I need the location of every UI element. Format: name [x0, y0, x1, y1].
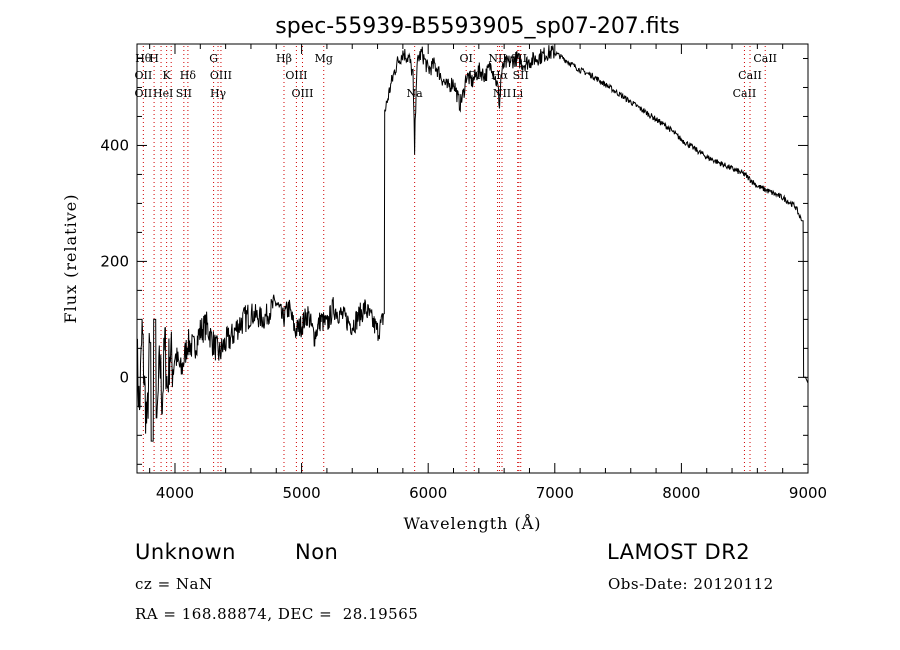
y-axis-label: Flux (relative) — [61, 194, 80, 324]
spectral-line-label: Mg — [315, 52, 333, 65]
spectral-line-label: OIII — [285, 69, 307, 82]
object-subclass: Non — [295, 540, 339, 564]
spectral-line-label: OII — [134, 69, 152, 82]
chart-title: spec-55939-B5593905_sp07-207.fits — [275, 14, 680, 39]
spectral-line-label: CaII — [733, 87, 757, 100]
sky-coordinates: RA = 168.88874, DEC = 28.19565 — [135, 605, 419, 623]
y-tick-label: 400 — [100, 136, 129, 154]
spectral-line-label: H — [149, 52, 159, 65]
y-tick-label: 200 — [100, 252, 129, 270]
spectral-line-label: Hβ — [276, 52, 292, 65]
spectral-line-label: SII — [513, 69, 529, 82]
spectral-line-label: NII — [488, 52, 506, 65]
spectral-line-label: K — [163, 69, 172, 82]
x-tick-label: 7000 — [536, 484, 574, 502]
spectral-line-label: Hγ — [210, 87, 227, 100]
x-tick-label: 9000 — [789, 484, 827, 502]
spectral-line-label: OII — [134, 87, 152, 100]
spectral-line-label: OI — [459, 52, 472, 65]
x-tick-label: 5000 — [282, 484, 320, 502]
spectrum-line — [137, 45, 808, 442]
spectral-line-label: CaII — [753, 52, 777, 65]
spectral-line-label: CaII — [738, 69, 762, 82]
spectral-line-label: SII — [176, 87, 192, 100]
survey-name: LAMOST DR2 — [607, 540, 751, 564]
x-axis-label: Wavelength (Å) — [403, 513, 541, 533]
plot-frame — [136, 43, 809, 474]
spectral-line-label: NII — [493, 87, 511, 100]
spectral-line-label: Li — [512, 87, 523, 100]
spectral-line-label: Hθ — [135, 52, 152, 65]
x-tick-label: 4000 — [156, 484, 194, 502]
observation-date: Obs-Date: 20120112 — [608, 575, 774, 593]
object-class: Unknown — [135, 540, 236, 564]
x-tick-label: 6000 — [409, 484, 447, 502]
spectral-line-label: OIII — [210, 69, 232, 82]
x-tick-label: 8000 — [662, 484, 700, 502]
spectral-line-label: I — [169, 87, 173, 100]
spectral-line-label: He — [153, 87, 169, 100]
spectral-line-label: Na — [407, 87, 424, 100]
y-tick-label: 0 — [119, 368, 129, 386]
spectral-line-label: G — [209, 52, 218, 65]
spectral-line-label: Hδ — [180, 69, 197, 82]
spectral-line-label: OIII — [291, 87, 313, 100]
redshift-cz: cz = NaN — [135, 575, 213, 593]
